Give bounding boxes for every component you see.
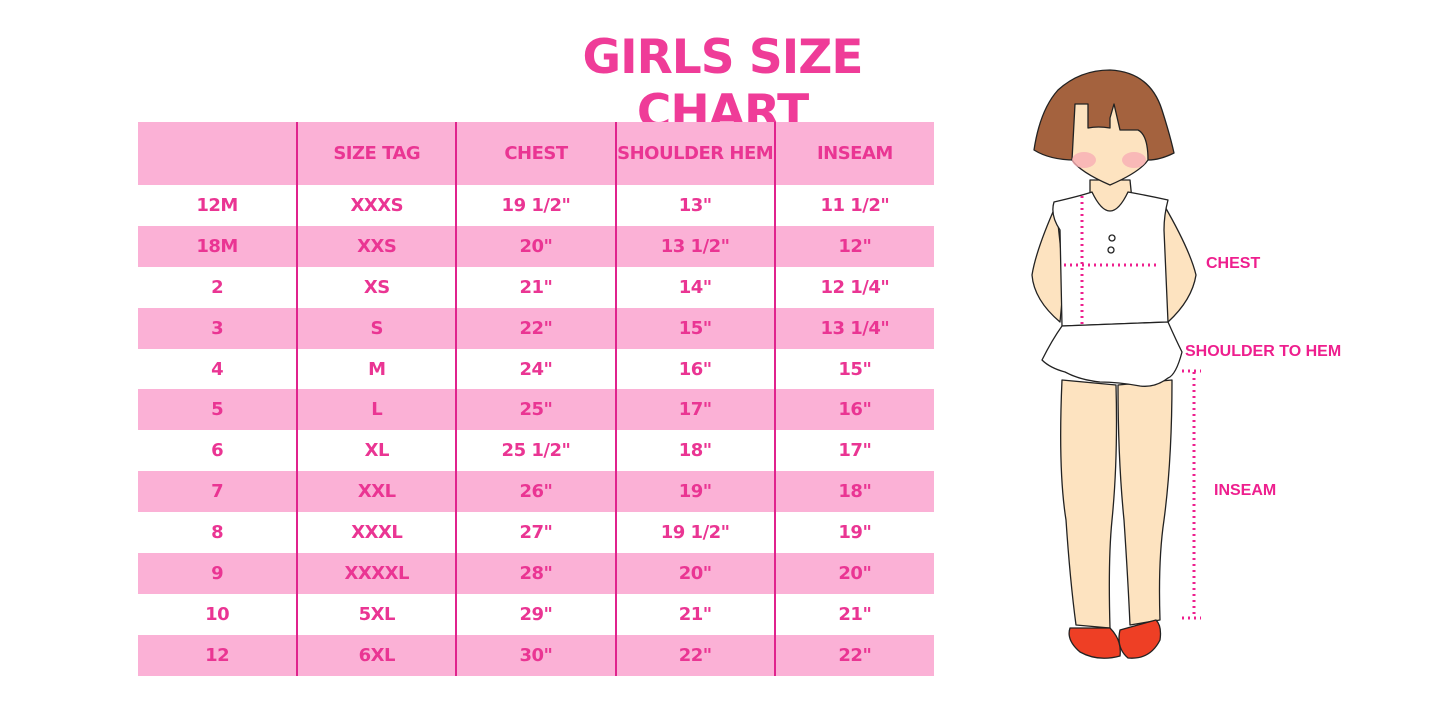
cell-shoulder-hem: 14"	[614, 266, 775, 308]
cell-size: 9	[138, 553, 298, 594]
cell-size: 18M	[138, 225, 298, 267]
cell-inseam: 18"	[773, 471, 934, 513]
cell-size: 10	[205, 603, 230, 625]
cell-inseam: 15"	[773, 348, 934, 390]
cell-chest: 22"	[455, 307, 616, 349]
skirt	[1041, 321, 1183, 387]
header-inseam: INSEAM	[773, 122, 934, 185]
cell-size: 5	[138, 389, 298, 431]
table-row: 5 L 25" 17" 16"	[138, 389, 934, 431]
table-row: 12M XXXS 19 1/2" 13" 11 1/2"	[138, 185, 934, 226]
right-leg	[1117, 379, 1173, 626]
cell-size-tag: M	[296, 348, 457, 390]
cell-size: 12	[138, 634, 298, 676]
cell-chest: 25 1/2"	[455, 430, 616, 472]
cell-shoulder-hem: 18"	[614, 430, 775, 472]
header-shoulder-hem: SHOULDER HEM	[614, 122, 775, 185]
right-shoe	[1118, 619, 1162, 659]
cell-shoulder-hem: 19"	[614, 471, 775, 513]
left-leg	[1060, 379, 1118, 629]
cell-size: 12M	[196, 194, 238, 216]
cell-shoulder-hem: 19 1/2"	[614, 512, 775, 554]
shirt	[1052, 191, 1169, 327]
cell-chest: 21"	[455, 266, 616, 308]
table-row: 6 XL 25 1/2" 18" 17"	[138, 430, 934, 472]
cell-size-tag: 5XL	[296, 593, 457, 635]
cell-chest: 26"	[455, 471, 616, 513]
table-row: 2 XS 21" 14" 12 1/4"	[138, 266, 934, 308]
cell-inseam: 20"	[773, 553, 934, 594]
table-row: 3 S 22" 15" 13 1/4"	[138, 307, 934, 349]
cell-size: 6	[211, 440, 224, 462]
cell-size: 3	[138, 307, 298, 349]
table-row: 18M XXS 20" 13 1/2" 12"	[138, 225, 934, 267]
cell-inseam: 12"	[773, 225, 934, 267]
table-row: 12 6XL 30" 22" 22"	[138, 634, 934, 676]
cell-chest: 29"	[455, 593, 616, 635]
table-header-row: SIZE TAG CHEST SHOULDER HEM INSEAM	[138, 122, 934, 185]
cell-size-tag: XXXL	[296, 512, 457, 554]
cell-size-tag: XS	[296, 266, 457, 308]
cell-shoulder-hem: 13"	[614, 185, 775, 226]
table-row: 10 5XL 29" 21" 21"	[138, 593, 934, 635]
cell-inseam: 22"	[773, 634, 934, 676]
left-shoe	[1068, 627, 1121, 659]
cell-shoulder-hem: 16"	[614, 348, 775, 390]
cell-chest: 30"	[455, 634, 616, 676]
cell-inseam: 12 1/4"	[773, 266, 934, 308]
right-cheek-blush	[1122, 152, 1146, 168]
cell-shoulder-hem: 17"	[614, 389, 775, 431]
cell-shoulder-hem: 22"	[614, 634, 775, 676]
header-size-tag: SIZE TAG	[296, 122, 457, 185]
cell-chest: 20"	[455, 225, 616, 267]
cell-chest: 25"	[455, 389, 616, 431]
cell-size-tag: XL	[296, 430, 457, 472]
cell-size-tag: 6XL	[296, 634, 457, 676]
left-arm	[1031, 204, 1065, 323]
cell-inseam: 16"	[773, 389, 934, 431]
chest-label: CHEST	[1206, 255, 1261, 272]
table-row: 7 XXL 26" 19" 18"	[138, 471, 934, 513]
cell-size-tag: XXXS	[296, 185, 457, 226]
cell-shoulder-hem: 15"	[614, 307, 775, 349]
cell-size-tag: S	[296, 307, 457, 349]
left-cheek-blush	[1072, 152, 1096, 168]
inseam-label: INSEAM	[1214, 482, 1277, 499]
right-arm	[1161, 204, 1197, 323]
cell-shoulder-hem: 21"	[614, 593, 775, 635]
header-chest: CHEST	[455, 122, 616, 185]
page-title: GIRLS SIZE CHART	[582, 30, 864, 140]
cell-size: 2	[211, 276, 224, 298]
table-row: 8 XXXL 27" 19 1/2" 19"	[138, 512, 934, 554]
table-row: 9 XXXXL 28" 20" 20"	[138, 553, 934, 594]
cell-shoulder-hem: 13 1/2"	[614, 225, 775, 267]
cell-size: 7	[138, 471, 298, 513]
cell-chest: 24"	[455, 348, 616, 390]
shoulder-to-hem-label: SHOULDER TO HEM	[1185, 343, 1342, 360]
cell-chest: 27"	[455, 512, 616, 554]
cell-size-tag: L	[296, 389, 457, 431]
cell-size: 8	[211, 522, 224, 544]
cell-size-tag: XXL	[296, 471, 457, 513]
cell-inseam: 19"	[773, 512, 934, 554]
header-size	[138, 122, 298, 185]
cell-size-tag: XXS	[296, 225, 457, 267]
cell-inseam: 11 1/2"	[773, 185, 934, 226]
cell-inseam: 21"	[773, 593, 934, 635]
cell-chest: 28"	[455, 553, 616, 594]
cell-inseam: 13 1/4"	[773, 307, 934, 349]
cell-inseam: 17"	[773, 430, 934, 472]
cell-size: 4	[211, 358, 224, 380]
cell-size-tag: XXXXL	[296, 553, 457, 594]
cell-chest: 19 1/2"	[455, 185, 616, 226]
table-row: 4 M 24" 16" 15"	[138, 348, 934, 390]
cell-shoulder-hem: 20"	[614, 553, 775, 594]
size-chart-table: SIZE TAG CHEST SHOULDER HEM INSEAM 12M XX…	[138, 122, 934, 676]
